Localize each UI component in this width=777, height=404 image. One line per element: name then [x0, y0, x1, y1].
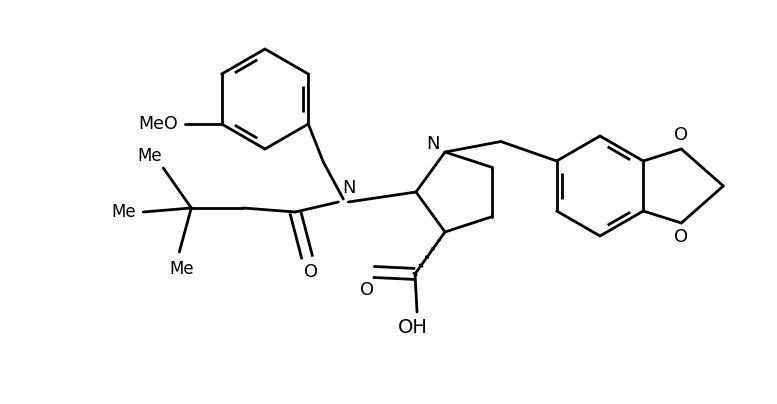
Text: MeO: MeO: [138, 115, 178, 133]
Text: O: O: [305, 263, 319, 281]
Text: N: N: [343, 179, 356, 197]
Text: Me: Me: [137, 147, 162, 165]
Text: O: O: [674, 126, 688, 144]
Text: O: O: [674, 228, 688, 246]
Text: Me: Me: [111, 203, 136, 221]
Text: OH: OH: [398, 318, 428, 337]
Text: Me: Me: [169, 260, 193, 278]
Text: N: N: [427, 135, 440, 153]
Text: O: O: [360, 281, 374, 299]
